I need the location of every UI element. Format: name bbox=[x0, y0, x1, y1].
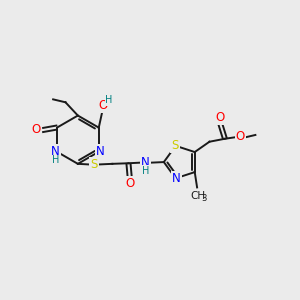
Text: N: N bbox=[141, 156, 150, 169]
Text: CH: CH bbox=[190, 191, 205, 201]
Text: N: N bbox=[96, 145, 105, 158]
Text: O: O bbox=[32, 124, 41, 136]
Text: O: O bbox=[125, 177, 134, 190]
Text: O: O bbox=[236, 130, 245, 143]
Text: O: O bbox=[216, 111, 225, 124]
Text: S: S bbox=[171, 139, 179, 152]
Text: H: H bbox=[105, 95, 113, 105]
Text: N: N bbox=[51, 145, 60, 158]
Text: O: O bbox=[98, 99, 107, 112]
Text: 3: 3 bbox=[201, 194, 206, 202]
Text: S: S bbox=[90, 158, 98, 171]
Text: H: H bbox=[52, 155, 59, 165]
Text: H: H bbox=[142, 166, 149, 176]
Text: N: N bbox=[172, 172, 181, 185]
